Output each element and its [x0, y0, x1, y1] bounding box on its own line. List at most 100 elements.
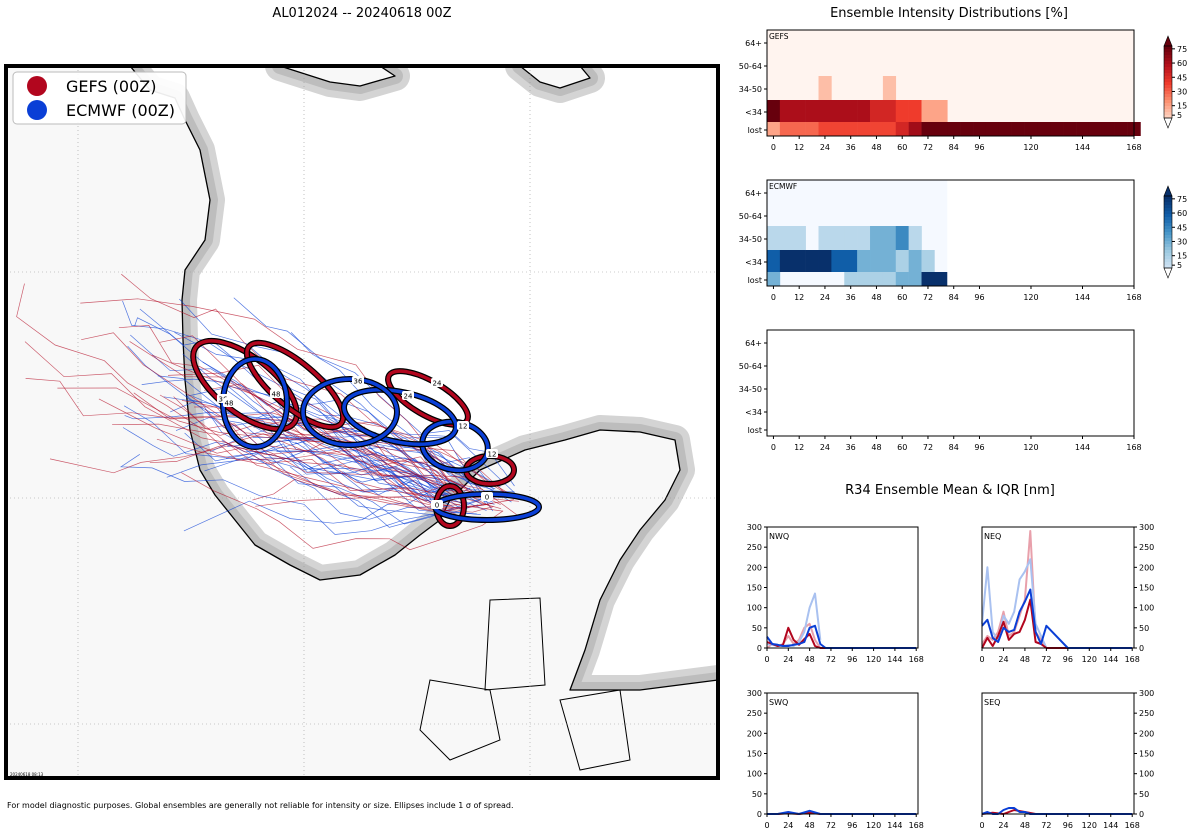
heatmap-cell	[767, 100, 781, 122]
ytick-label: 300	[747, 523, 762, 532]
colorbar-swatch	[1164, 253, 1172, 257]
row-label: <34	[745, 108, 762, 117]
heatmap-cell	[895, 226, 909, 250]
heatmap-cell	[792, 226, 806, 250]
colorbar-swatch	[1164, 58, 1172, 62]
heatmap-nodata	[947, 180, 1134, 286]
map-title: AL012024 -- 20240618 00Z	[272, 6, 451, 21]
heatmap-cell	[844, 100, 858, 122]
heatmap-cell	[844, 122, 858, 136]
heatmap-cell	[908, 100, 922, 122]
colorbar-swatch	[1164, 100, 1172, 104]
colorbar-max-arrow	[1163, 185, 1173, 197]
track-map: AL012024 -- 20240618 00Z 012243648012243…	[4, 6, 720, 810]
ytick-label: 0	[757, 644, 762, 653]
heatmap-cell	[895, 250, 909, 272]
colorbar-swatch	[1164, 202, 1172, 206]
ellipse-label-bg	[481, 492, 493, 501]
heatmap-cell	[857, 122, 871, 136]
heatmap-cell	[792, 122, 806, 136]
coastline	[279, 66, 396, 87]
hour-label: 36	[846, 143, 856, 152]
intensity-title: Ensemble Intensity Distributions [%]	[830, 6, 1068, 21]
heatmap-cell	[844, 272, 858, 286]
heatmap-cell	[767, 250, 781, 272]
r34-background	[767, 527, 918, 648]
colorbar-label: 15	[1177, 102, 1187, 111]
colorbar-label: 60	[1177, 209, 1187, 218]
xtick-label: 144	[887, 655, 902, 664]
heatmap-gefs: GEFS 64+ 50-64 34-50 <34 lost 0 12 24 36 48 60 72 84 9…	[739, 29, 1142, 152]
row-label: 34-50	[739, 85, 762, 94]
colorbar-swatch	[1164, 259, 1172, 263]
ensemble-track	[194, 406, 460, 509]
ellipse-label-bg	[431, 378, 443, 387]
colorbar-min-arrow	[1163, 117, 1173, 129]
xtick-label: 72	[826, 821, 836, 830]
colorbar-min-arrow	[1163, 267, 1173, 279]
ytick-label: 50	[1139, 624, 1149, 633]
colorbar-swatch	[1164, 217, 1172, 221]
heatmap-cell	[908, 122, 922, 136]
r34-iqr-line	[981, 558, 1048, 649]
ensemble-track	[181, 472, 504, 551]
ytick-label: 0	[1139, 644, 1144, 653]
xtick-label: 48	[805, 821, 815, 830]
colorbar-swatch	[1164, 109, 1172, 113]
colorbar-swatch	[1164, 106, 1172, 110]
hour-label: 168	[1126, 443, 1141, 452]
xtick-label: 72	[826, 655, 836, 664]
ytick-label: 100	[747, 770, 762, 779]
ellipse-label-bg	[270, 389, 282, 398]
row-label: <34	[745, 258, 762, 267]
map-legend: GEFS (00Z) ECMWF (00Z)	[12, 71, 187, 125]
heatmap-cell	[1037, 122, 1051, 136]
r34-background	[982, 693, 1134, 814]
heatmap-cell	[1088, 122, 1103, 136]
xtick-label: 72	[1041, 655, 1051, 664]
colorbar-swatch	[1164, 205, 1172, 209]
heatmap-cell	[1101, 122, 1115, 136]
colorbar-swatch	[1164, 235, 1172, 239]
xtick-label: 72	[1041, 821, 1051, 830]
colorbar-swatch	[1164, 220, 1172, 224]
ecmwf-ellipse	[301, 377, 399, 447]
heatmap-cell	[921, 122, 935, 136]
heatmap-label: ECMWF	[769, 182, 797, 191]
heatmap-cell	[908, 226, 922, 250]
ensemble-track	[149, 433, 465, 504]
ensemble-track	[57, 387, 458, 498]
xtick-label: 48	[805, 655, 815, 664]
map-frame	[4, 64, 720, 780]
colorbar-ecmwf: 515 30 45 60 75	[1163, 185, 1187, 279]
ellipse-label-bg	[486, 449, 498, 458]
hour-label: 144	[1075, 443, 1090, 452]
xtick-label: 24	[998, 821, 1008, 830]
r34-quadrant-label: SWQ	[769, 698, 788, 707]
heatmap-cell	[908, 272, 922, 286]
heatmap-cell	[921, 272, 935, 286]
colorbar-swatch	[1164, 85, 1172, 89]
xtick-label: 24	[783, 821, 793, 830]
row-label: <34	[745, 408, 762, 417]
hour-label: 120	[1023, 143, 1038, 152]
ecmwf-ellipse-label: 0	[485, 494, 489, 502]
heatmap-cell	[973, 122, 987, 136]
heatmap-cell	[818, 250, 832, 272]
colorbar-swatch	[1164, 46, 1172, 50]
heatmap-cell	[960, 122, 974, 136]
heatmap-cell	[831, 100, 845, 122]
ytick-label: 100	[747, 604, 762, 613]
ytick-label: 50	[752, 790, 762, 799]
hour-label: 96	[974, 443, 984, 452]
hour-label: 60	[897, 443, 907, 452]
colorbar-swatch	[1164, 262, 1172, 266]
hour-label: 12	[794, 443, 804, 452]
heatmap-cell	[779, 122, 794, 136]
heatmap-frame	[766, 329, 1135, 437]
colorbar-swatch	[1164, 226, 1172, 230]
colorbar-gefs: 515 30 45 60 75	[1163, 35, 1187, 129]
r34-background	[767, 693, 918, 814]
